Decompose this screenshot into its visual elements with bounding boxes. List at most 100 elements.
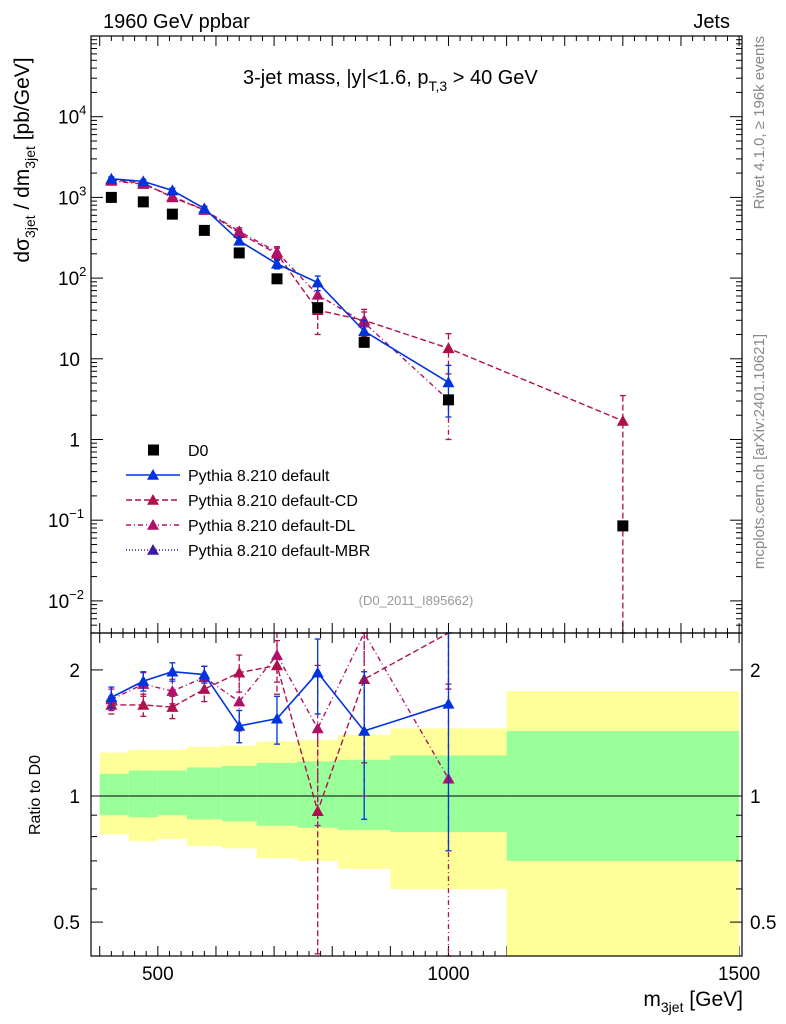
main-panel: 10−2 10−1 1 10 102 103 104 (48, 35, 743, 956)
main-series-default (105, 172, 455, 418)
data-point-marker (312, 302, 324, 314)
y-tick-label: 1 (69, 430, 80, 451)
ratio-marker-cd (166, 701, 179, 712)
main-series-line-cd (111, 179, 624, 422)
main-marker-default (166, 184, 179, 196)
main-marker-default (311, 276, 324, 288)
legend-marker-data (148, 444, 159, 456)
ratio-marker-default (311, 666, 324, 678)
legend-marker-default (147, 469, 159, 480)
data-point-marker (271, 273, 283, 285)
y-tick-label: 103 (58, 183, 86, 209)
ratio-marker-dl (271, 649, 283, 660)
legend-label-data: D0 (188, 443, 209, 460)
mcplots-credit-label: mcplots.cern.ch [arXiv:2401.10621] (751, 334, 768, 569)
legend-marker-mbr (147, 544, 159, 555)
main-series-cd (105, 173, 629, 634)
ratio-y-tick-label-right: 2 (750, 661, 761, 682)
y-axis-label: dσ3jet / dm3jet [pb/GeV] (11, 57, 38, 262)
ratio-panel: 500 1000 1500 0.5 0.5 1 1 2 2 (54, 631, 776, 985)
ratio-y-axis-label: Ratio to D0 (27, 755, 44, 835)
ratio-marker-dl (166, 685, 179, 696)
analysis-id-label: (D0_2011_I895662) (359, 593, 474, 608)
data-point-marker (137, 196, 149, 208)
main-series-dl (105, 174, 455, 441)
main-marker-default (358, 325, 371, 336)
ratio-uncertainty-band-inner (99, 773, 129, 816)
data-point-marker (442, 394, 454, 406)
ratio-y-tick-label-right: 1 (750, 787, 761, 808)
ratio-marker-default (105, 691, 118, 703)
ratio-marker-default (442, 697, 455, 709)
main-marker-default (233, 234, 246, 246)
main-marker-dl (166, 190, 179, 202)
legend-item-cd: Pythia 8.210 default-CD (126, 493, 358, 510)
ratio-y-tick-label-right: 0.5 (750, 913, 776, 934)
main-marker-default (271, 257, 283, 269)
title-tail: > 40 GeV (447, 67, 538, 89)
legend-item-dl: Pythia 8.210 default-DL (126, 518, 355, 535)
legend-marker-dl (147, 519, 159, 530)
legend-label-default: Pythia 8.210 default (188, 468, 330, 485)
ratio-marker-dl (311, 722, 324, 734)
y-tick-label: 104 (58, 103, 86, 129)
title-main: 3-jet mass, |y|<1.6, p (243, 67, 428, 89)
title-subscript: T,3 (428, 78, 447, 94)
main-marker-cd (442, 342, 455, 354)
ratio-uncertainty-band-inner (186, 767, 222, 820)
main-marker-default (137, 175, 150, 187)
ratio-marker-cd (271, 659, 283, 671)
legend-item-mbr: Pythia 8.210 default-MBR (126, 543, 370, 560)
main-marker-cd (616, 414, 629, 426)
ratio-uncertainty-band-inner (128, 770, 158, 818)
ratio-y-tick-label-left: 2 (69, 661, 80, 682)
ratio-marker-default (271, 712, 283, 724)
ratio-marker-default (233, 719, 246, 731)
ratio-marker-default (358, 724, 371, 736)
legend-label-cd: Pythia 8.210 default-CD (188, 493, 358, 510)
data-point-marker (233, 247, 245, 259)
rivet-version-label: Rivet 4.1.0, ≥ 196k events (751, 36, 768, 209)
main-marker-default (105, 172, 118, 184)
ratio-marker-cd (233, 666, 246, 678)
data-point-marker (105, 191, 117, 203)
ratio-marker-dl (233, 695, 246, 707)
main-marker-default (198, 202, 211, 214)
x-axis-label: m3jet [GeV] (643, 988, 743, 1015)
ratio-y-tick-label-left: 1 (69, 787, 80, 808)
legend-item-data: D0 (148, 443, 209, 460)
ratio-uncertainty-band-inner (221, 765, 257, 822)
header-category-label: Jets (693, 11, 730, 33)
x-tick-label: 500 (142, 964, 174, 985)
legend-marker-cd (147, 494, 159, 505)
ratio-frame-border (90, 632, 743, 957)
ratio-marker-default (198, 668, 211, 680)
main-marker-default (442, 376, 455, 388)
main-marker-dl (271, 246, 283, 257)
ratio-marker-cd (137, 698, 150, 710)
legend-label-mbr: Pythia 8.210 default-MBR (188, 543, 370, 560)
y-tick-label: 10−2 (48, 587, 84, 613)
main-marker-dl (311, 288, 324, 300)
y-tick-label: 102 (58, 264, 86, 290)
chart-title: 3-jet mass, |y|<1.6, pT,3 > 40 GeV (243, 67, 538, 94)
main-marker-dl (233, 225, 246, 237)
legend: D0 Pythia 8.210 default Pythia 8.210 defau… (126, 443, 370, 560)
legend-item-default: Pythia 8.210 default (126, 468, 330, 485)
ratio-uncertainty-band-inner (157, 770, 187, 816)
x-tick-label: 1500 (718, 964, 760, 985)
y-tick-label: 10 (59, 350, 80, 371)
ratio-marker-default (137, 675, 150, 686)
data-point-marker (198, 224, 210, 236)
ratio-marker-default (166, 665, 179, 677)
ratio-series-default (105, 632, 455, 852)
ratio-y-tick-label-left: 0.5 (54, 913, 80, 934)
data-point-marker (166, 208, 178, 220)
legend-label-dl: Pythia 8.210 default-DL (188, 518, 355, 535)
y-tick-label: 10−1 (48, 506, 84, 532)
data-point-marker (358, 336, 370, 348)
x-tick-label: 1000 (427, 964, 469, 985)
ratio-uncertainty-band-inner (256, 762, 298, 826)
data-point-marker (617, 520, 629, 532)
